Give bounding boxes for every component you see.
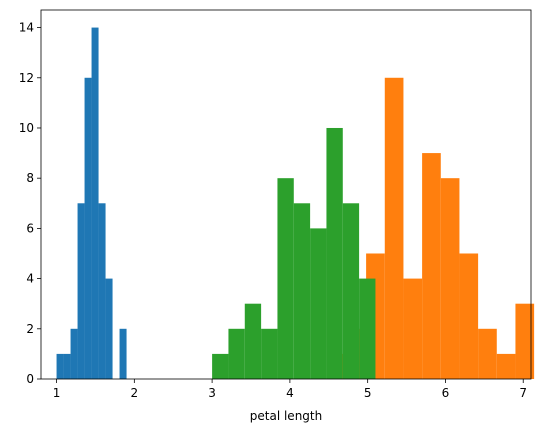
histogram-bar-series-0-bin-7 (105, 278, 113, 379)
x-tick-label: 4 (286, 386, 294, 400)
y-tick-label: 4 (26, 272, 34, 286)
histogram-bar-series-1-bin-7 (459, 253, 479, 379)
x-tick-label: 7 (519, 386, 527, 400)
axes-frame (40, 9, 532, 380)
x-axis-label: petal length (250, 409, 322, 423)
x-axis-ticks: 1 2 3 4 5 6 7 (53, 379, 527, 400)
histogram-bar-series-2-bin-1 (228, 328, 245, 379)
y-tick-label: 0 (26, 372, 34, 386)
histogram-bar-series-1-bin-8 (478, 328, 497, 379)
histogram-bar-series-1-bin-3 (384, 77, 404, 379)
y-axis-ticks: 0 2 4 6 8 10 12 14 (19, 21, 41, 386)
histogram-bar-series-2-bin-7 (326, 127, 343, 380)
histogram-bar-series-2-bin-4 (277, 178, 294, 379)
histogram-bar-series-0-bin-1 (63, 353, 71, 379)
y-tick-label: 14 (19, 21, 34, 35)
histogram-bar-series-0-bin-5 (91, 27, 99, 379)
x-tick-label: 3 (208, 386, 216, 400)
histogram-bar-series-1-bin-6 (440, 178, 460, 379)
x-tick-label: 1 (53, 386, 61, 400)
y-tick-label: 8 (26, 171, 34, 185)
histogram-bar-series-0-bin-2 (70, 328, 78, 379)
histogram-bar-series-2-bin-8 (342, 203, 360, 379)
y-tick-label: 12 (19, 71, 34, 85)
histogram-bar-series-2-bin-0 (212, 353, 229, 379)
histogram-bar-series-1-bin-9 (496, 353, 516, 379)
y-tick-label: 6 (26, 221, 34, 235)
histogram-bar-series-0-bin-4 (84, 77, 92, 379)
histogram-bar-series-0-bin-6 (98, 203, 106, 379)
histogram-bar-series-0-bin-3 (77, 203, 85, 379)
histogram-bar-series-2-bin-9 (359, 278, 376, 379)
y-tick-label: 2 (26, 322, 34, 336)
histogram-bars (56, 27, 535, 380)
histogram-bar-series-1-bin-10 (515, 303, 535, 379)
histogram-bar-series-1-bin-4 (403, 278, 423, 379)
histogram-bar-series-0-bin-9 (119, 328, 127, 379)
histogram-bar-series-1-bin-5 (422, 153, 441, 379)
histogram-bar-series-2-bin-2 (244, 303, 262, 379)
x-tick-label: 5 (364, 386, 372, 400)
histogram-bar-series-2-bin-5 (293, 203, 311, 379)
histogram-bar-series-0-bin-0 (56, 353, 64, 379)
histogram-bar-series-2-bin-3 (261, 328, 278, 379)
x-tick-label: 2 (131, 386, 139, 400)
x-tick-label: 6 (442, 386, 450, 400)
histogram-bar-series-2-bin-6 (310, 228, 327, 379)
y-tick-label: 10 (19, 121, 34, 135)
